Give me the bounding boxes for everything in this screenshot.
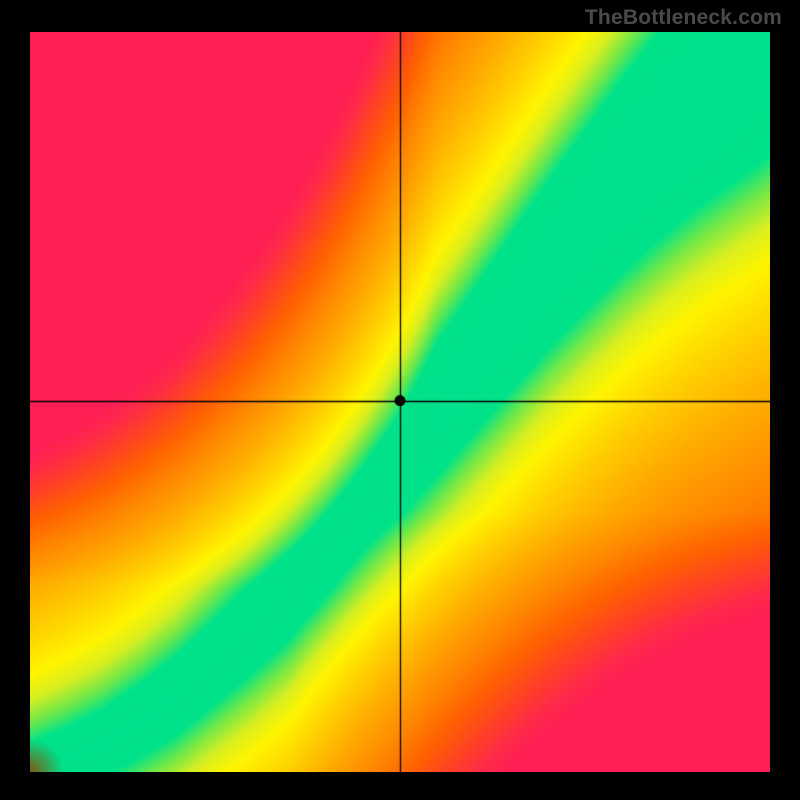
heatmap-canvas <box>30 32 770 772</box>
chart-frame: TheBottleneck.com <box>0 0 800 800</box>
plot-area <box>30 32 770 772</box>
watermark-text: TheBottleneck.com <box>585 6 782 30</box>
